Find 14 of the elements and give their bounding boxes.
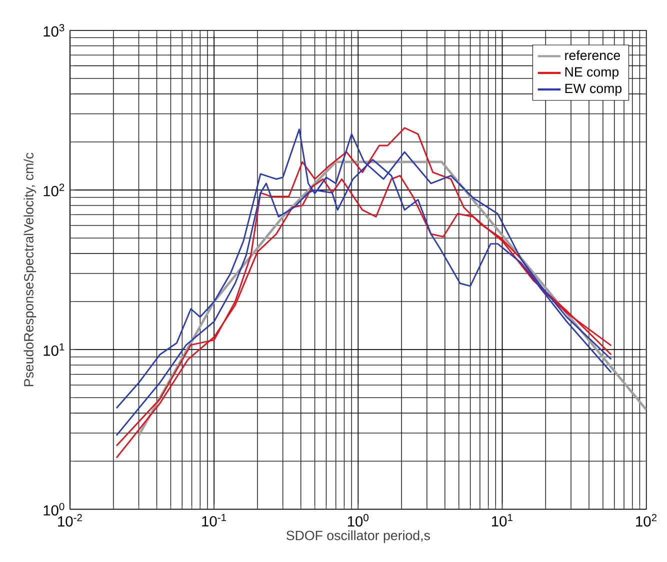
- y-tick-label: 10$^{0}$: [44, 502, 64, 516]
- x-tick-label: 10$^{-2}$: [58, 514, 82, 526]
- y-tick-label: 10$^{2}$: [44, 184, 64, 196]
- x-tick-label: 10$^{1}$: [492, 514, 512, 526]
- y-tick-label: 10$^{3}$: [44, 24, 64, 37]
- x-axis-title: SDOF oscillator period,s: [286, 530, 430, 543]
- x-tick-label: 10$^{-1}$: [202, 514, 226, 526]
- x-tick-label: 10$^{0}$: [348, 514, 368, 526]
- y-axis-title: PseudoResponseSpectralVelocity, cm/c: [24, 152, 36, 386]
- legend-label: EW comp: [565, 84, 622, 96]
- y-tick-label: 10$^{1}$: [44, 343, 64, 356]
- legend-label: NE comp: [565, 67, 619, 80]
- x-tick-label: 10$^{2}$: [636, 514, 656, 526]
- legend-label: reference: [565, 50, 620, 60]
